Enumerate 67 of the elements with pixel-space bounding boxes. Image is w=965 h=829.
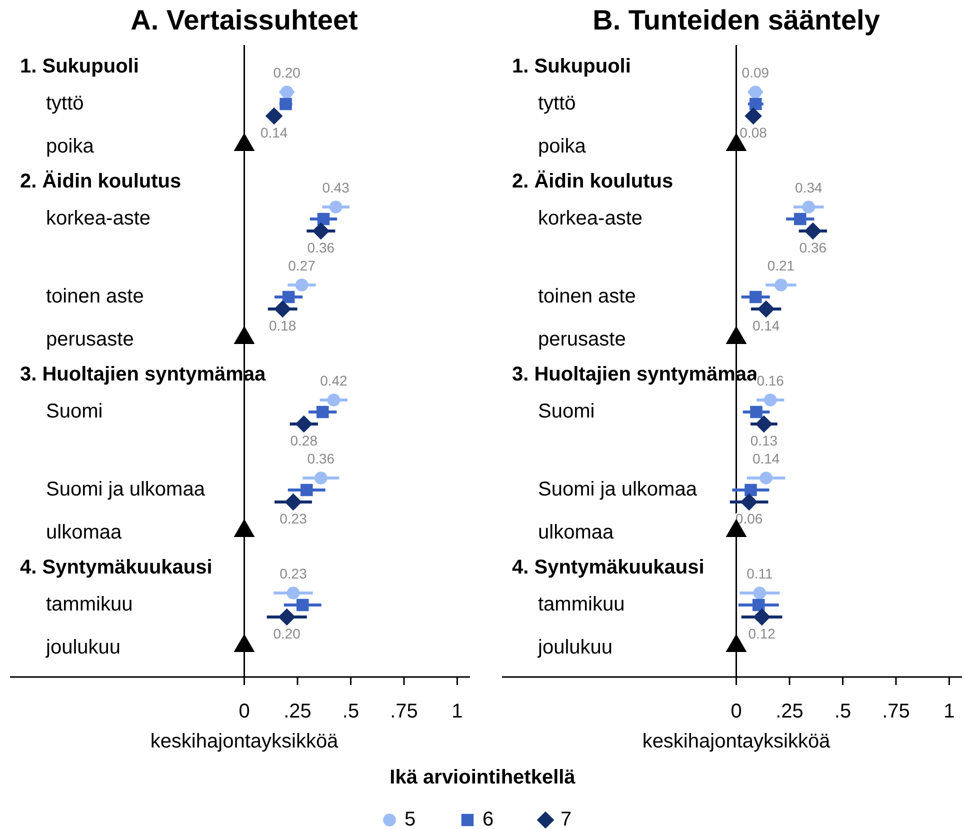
data-label: 0.27: [288, 258, 316, 274]
y-tick-label: ulkomaa: [538, 521, 614, 544]
legend-label: 6: [482, 808, 494, 829]
y-tick-label: ulkomaa: [46, 521, 122, 544]
y-tick-label: Suomi: [538, 400, 595, 422]
data-label: 0.23: [280, 510, 308, 527]
x-tick-label: 0: [730, 700, 742, 722]
y-tick-label: 2. Äidin koulutus: [512, 169, 674, 192]
y-tick-label: joulukuu: [45, 636, 121, 658]
data-label: 0.08: [740, 124, 768, 141]
x-tick-label: 1: [944, 700, 955, 722]
x-tick-label: .25: [776, 700, 804, 722]
y-tick-label: toinen aste: [538, 285, 636, 308]
y-tick-label: toinen aste: [46, 285, 144, 308]
data-label: 0.36: [799, 240, 827, 256]
data-label: 0.21: [767, 258, 795, 274]
legend-title: Ikä arviointihetkellä: [390, 766, 576, 788]
y-tick-label: 1. Sukupuoli: [512, 55, 631, 78]
y-tick-label: tyttö: [538, 92, 576, 114]
y-tick-label: tammikuu: [46, 593, 133, 616]
data-label: 0.20: [273, 626, 301, 642]
y-tick-label: 1. Sukupuoli: [20, 55, 139, 78]
y-tick-label: 4. Syntymäkuukausi: [512, 556, 704, 578]
x-tick-label: 0: [238, 700, 250, 722]
data-label: 0.36: [307, 450, 335, 467]
data-label: 0.14: [752, 318, 780, 334]
y-tick-label: perusaste: [46, 328, 134, 350]
y-tick-label: poika: [46, 135, 95, 158]
data-label: 0.14: [260, 124, 288, 141]
y-tick-label: poika: [538, 135, 587, 158]
data-label: 0.14: [752, 450, 780, 467]
data-label: 0.18: [268, 318, 296, 334]
data-label: 0.34: [795, 180, 823, 196]
data-label: 0.13: [750, 432, 778, 449]
data-label: 0.20: [273, 64, 301, 81]
y-tick-label: Suomi ja ulkomaa: [46, 478, 206, 500]
data-label: 0.43: [322, 180, 350, 196]
x-tick-label: .75: [390, 700, 418, 722]
y-tick-label: korkea-aste: [538, 207, 642, 230]
chart-title: A. Vertaissuhteet: [130, 4, 358, 36]
data-label: 0.42: [320, 372, 348, 389]
data-label: 0.11: [746, 566, 773, 582]
data-label: 0.28: [290, 432, 318, 449]
y-tick-label: tyttö: [46, 92, 84, 114]
legend-label: 5: [404, 808, 416, 829]
legend-label: 7: [560, 808, 572, 829]
data-label: 0.23: [280, 566, 308, 582]
x-tick-label: 1: [452, 700, 463, 722]
y-tick-label: Suomi: [46, 400, 103, 422]
x-tick-label: .5: [342, 700, 360, 722]
data-label: 0.09: [742, 64, 770, 81]
y-tick-label: joulukuu: [537, 636, 613, 658]
y-tick-label: 4. Syntymäkuukausi: [20, 556, 212, 578]
y-tick-label: tammikuu: [538, 593, 625, 616]
data-label: 0.16: [756, 372, 784, 389]
data-label: 0.36: [307, 240, 335, 256]
data-label: 0.12: [748, 626, 776, 642]
chart-title: B. Tunteiden sääntely: [592, 4, 880, 36]
y-tick-label: Suomi ja ulkomaa: [538, 478, 698, 500]
y-tick-label: perusaste: [538, 328, 626, 350]
x-tick-label: .25: [284, 700, 312, 722]
x-axis-title: keskihajontayksikköä: [642, 730, 832, 752]
x-tick-label: .75: [882, 700, 910, 722]
y-tick-label: korkea-aste: [46, 207, 150, 230]
x-tick-label: .5: [834, 700, 852, 722]
x-axis-title: keskihajontayksikköä: [150, 730, 340, 752]
y-tick-label: 2. Äidin koulutus: [20, 169, 182, 192]
